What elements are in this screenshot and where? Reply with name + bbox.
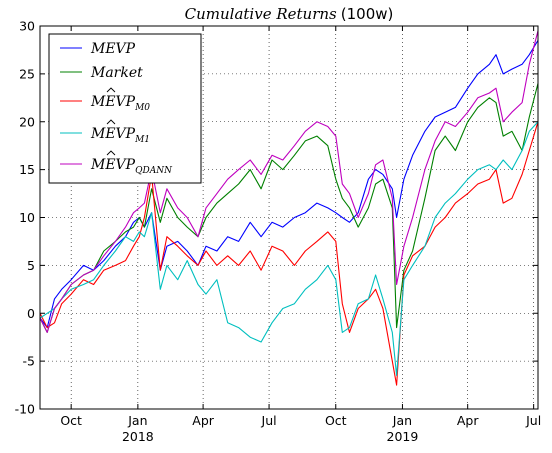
legend-box [48,33,202,184]
x-tick-year-label: 2019 [387,429,419,444]
x-tick-label: Jul [261,413,277,428]
y-tick-label: 0 [27,306,35,321]
x-tick-label: Jan [127,413,147,428]
x-tick-label: Jan [392,413,412,428]
legend-label: MEVPM0 [90,94,150,113]
y-tick-label: -5 [23,354,35,369]
series-lines [39,30,539,386]
hat-accent-icon [106,119,116,125]
legend-label: MEVP [90,41,136,57]
x-tick-label: Oct [60,413,82,428]
series-line-mevp-m1 [39,121,539,377]
y-tick-label: 30 [19,19,35,34]
x-tick-label: Jul [525,413,541,428]
y-tick-label: 15 [19,162,35,177]
legend-label: MEVPQDANN [90,157,173,176]
y-tick-label: -10 [15,402,35,417]
series-line-mevp-qdann [39,30,539,333]
legend: MEVP Market MEVPM0 MEVPM1 MEVPQDANN [48,33,202,184]
y-tick-label: 25 [19,66,35,81]
legend-label: MEVPM1 [90,126,150,145]
hat-accent-icon [106,150,116,156]
hat-accent-icon [106,87,116,93]
x-tick-label: Apr [192,413,214,428]
series-line-mevp-m0 [39,121,539,386]
x-tick-year-label: 2018 [122,429,154,444]
x-tick-label: Oct [325,413,347,428]
y-tick-label: 20 [19,114,35,129]
series-line-market [39,83,539,333]
y-tick-label: 5 [27,258,35,273]
x-tick-label: Apr [457,413,479,428]
y-tick-label: 10 [19,210,35,225]
chart-title: Cumulative Returns (100w) [185,5,394,23]
legend-label: Market [90,65,143,81]
